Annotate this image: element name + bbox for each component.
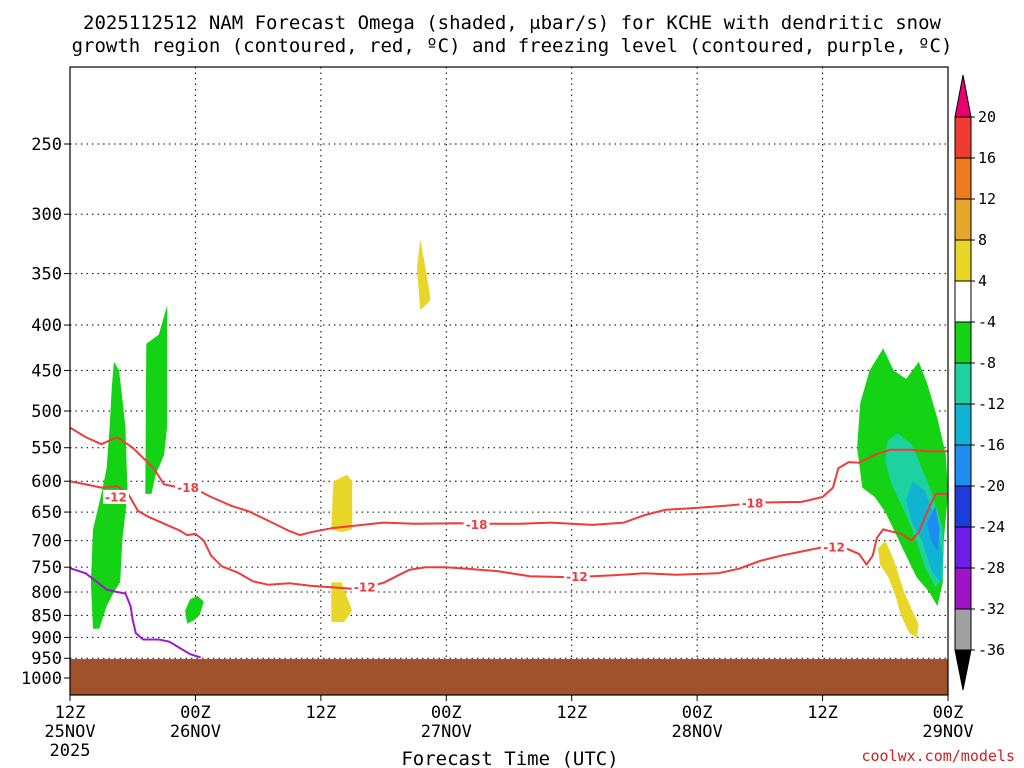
dgz-contour-minus18 xyxy=(70,426,948,537)
contour-label-bg-0 xyxy=(175,480,202,495)
omega-shading xyxy=(90,239,948,638)
colorbar-swatch-9 xyxy=(954,485,972,528)
colorbar-label-7: -12 xyxy=(978,395,1005,413)
x-tick-label-36: 00Z xyxy=(431,703,462,723)
contour-label-layer: -18 -12 -18 -18 -12 -12 -12 xyxy=(102,480,848,595)
colorbar-swatch-2 xyxy=(954,198,972,241)
colorbar-label-9: -20 xyxy=(978,477,1005,495)
y-tick-label-800: 800 xyxy=(31,583,62,603)
y-tick-label-750: 750 xyxy=(31,558,62,578)
colorbar-overflow-bottom xyxy=(954,649,972,691)
credit-label: coolwx.com/models xyxy=(861,747,1015,765)
colorbar-swatch-7 xyxy=(954,403,972,446)
colorbar-swatch-4 xyxy=(954,280,972,323)
y-tick-label-300: 300 xyxy=(31,205,62,225)
colorbar-swatch-10 xyxy=(954,526,972,569)
colorbar-label-12: -32 xyxy=(978,600,1005,618)
y-tick-label-550: 550 xyxy=(31,439,62,459)
contour-label-3: -18 xyxy=(742,497,764,511)
contour-label-bg-1 xyxy=(102,489,129,504)
colorbar-label-10: -24 xyxy=(978,518,1005,536)
colorbar-label-5: -4 xyxy=(978,313,996,331)
y-tick-label-400: 400 xyxy=(31,316,62,336)
y-tick-label-250: 250 xyxy=(31,135,62,155)
y-tick-label-950: 950 xyxy=(31,649,62,669)
y-tick-label-600: 600 xyxy=(31,472,62,492)
contour-label-bg-3 xyxy=(739,496,766,511)
y-tick-label-1000: 1000 xyxy=(21,669,62,689)
y-tick-label-350: 350 xyxy=(31,265,62,285)
y-tick-label-850: 850 xyxy=(31,606,62,626)
omega-region-cyan-8 xyxy=(906,481,943,583)
omega-region-blue-9 xyxy=(927,506,940,552)
colorbar-label-6: -8 xyxy=(978,354,996,372)
colorbar-swatch-1 xyxy=(954,157,972,200)
contour-label-bg-2 xyxy=(463,517,490,532)
plot-area: -18 -12 -18 -18 -12 -12 -12 xyxy=(70,67,948,695)
y-tick-label-650: 650 xyxy=(31,503,62,523)
dgz-contour-minus12 xyxy=(70,480,948,590)
contour-label-bg-6 xyxy=(821,540,848,555)
y-axis: 2503003504004505005506006507007508008509… xyxy=(21,135,70,689)
y-tick-label-900: 900 xyxy=(31,628,62,648)
x-tick-date-12: 26NOV xyxy=(170,722,221,742)
contour-label-0: -18 xyxy=(177,481,199,495)
colorbar-label-4: 4 xyxy=(978,272,987,290)
x-tick-label-0: 12Z xyxy=(55,703,86,723)
x-tick-date-60: 28NOV xyxy=(672,722,723,742)
omega-region-green-1 xyxy=(145,305,168,494)
freezing-level-contour xyxy=(70,567,201,659)
y-tick-label-500: 500 xyxy=(31,402,62,422)
colorbar-label-0: 20 xyxy=(978,108,996,126)
x-tick-label-48: 12Z xyxy=(556,703,587,723)
chart-title-line-2: growth region (contoured, red, ºC) and f… xyxy=(72,35,953,57)
y-tick-label-700: 700 xyxy=(31,532,62,552)
contour-label-bg-5 xyxy=(563,569,590,584)
colorbar-label-13: -36 xyxy=(978,641,1005,659)
x-tick-year-0: 2025 xyxy=(50,741,91,761)
omega-region-yellow-4 xyxy=(331,582,353,623)
x-tick-label-72: 12Z xyxy=(807,703,838,723)
chart-title-line-1: 2025112512 NAM Forecast Omega (shaded, μ… xyxy=(83,12,941,34)
omega-region-yellow-10 xyxy=(878,540,919,638)
omega-region-yellow-5 xyxy=(417,239,431,311)
colorbar-swatch-11 xyxy=(954,567,972,610)
x-tick-label-84: 00Z xyxy=(933,703,964,723)
x-tick-label-12: 00Z xyxy=(180,703,211,723)
omega-region-green-2 xyxy=(185,595,204,624)
colorbar-swatch-6 xyxy=(954,362,972,405)
colorbar-swatch-5 xyxy=(954,321,972,364)
plot-frame xyxy=(69,66,949,696)
colorbar-label-8: -16 xyxy=(978,436,1005,454)
colorbar-swatch-8 xyxy=(954,444,972,487)
contour-label-4: -12 xyxy=(354,581,376,595)
y-tick-label-450: 450 xyxy=(31,361,62,381)
omega-region-yellow-3 xyxy=(331,474,353,533)
colorbar-label-1: 16 xyxy=(978,149,996,167)
contour-layer xyxy=(70,426,948,659)
contour-label-2: -18 xyxy=(466,518,488,532)
contour-label-6: -12 xyxy=(823,541,845,555)
colorbar-overflow-top xyxy=(954,74,972,118)
contour-label-bg-4 xyxy=(351,580,378,595)
x-axis-title: Forecast Time (UTC) xyxy=(401,748,618,768)
contour-label-5: -12 xyxy=(566,570,588,584)
x-tick-date-84: 29NOV xyxy=(922,722,973,742)
colorbar-label-2: 12 xyxy=(978,190,996,208)
contour-label-1: -12 xyxy=(105,490,127,504)
x-tick-label-24: 12Z xyxy=(305,703,336,723)
x-tick-date-0: 25NOV xyxy=(44,722,95,742)
colorbar-swatch-3 xyxy=(954,239,972,282)
colorbar-label-11: -28 xyxy=(978,559,1005,577)
colorbar-swatch-12 xyxy=(954,608,972,651)
colorbar-swatch-0 xyxy=(954,116,972,159)
terrain-block xyxy=(70,659,948,695)
colorbar-label-3: 8 xyxy=(978,231,987,249)
x-tick-date-36: 27NOV xyxy=(421,722,472,742)
x-tick-label-60: 00Z xyxy=(682,703,713,723)
terrain-layer xyxy=(70,659,948,695)
colorbar: 20 16 12 8 4 -4 -8 -12 -16 -20 -24 -28 -32 -36 xyxy=(954,74,1005,691)
